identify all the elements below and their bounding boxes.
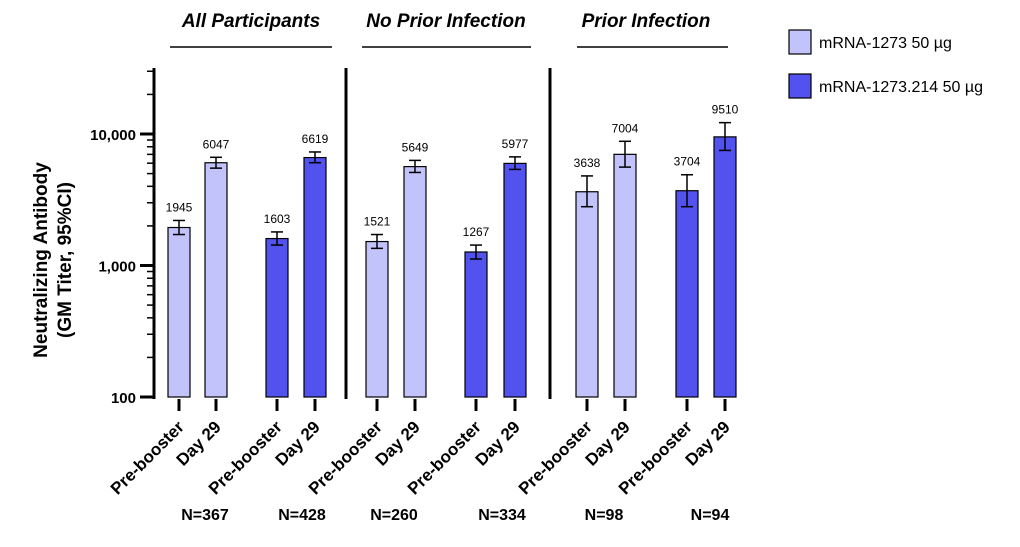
bar [365, 240, 389, 398]
data-label: 7004 [612, 121, 639, 135]
bar [464, 251, 488, 398]
group-title: Prior Infection [582, 11, 711, 32]
data-label: 5649 [402, 140, 429, 154]
legend: mRNA-1273 50 µg mRNA-1273.214 50 µg [788, 29, 983, 99]
bar [613, 153, 637, 398]
data-label: 5977 [502, 137, 529, 151]
bar [575, 191, 599, 398]
data-label: 3638 [574, 156, 601, 170]
y-tick-label: 10,000 [90, 127, 136, 144]
y-axis-title-line2: (GM Titer, 95%CI) [55, 182, 76, 338]
data-label: 1521 [364, 215, 391, 229]
data-label: 9510 [712, 103, 739, 117]
n-label: N=260 [370, 507, 418, 524]
group-title: No Prior Infection [366, 11, 525, 32]
data-label: 1267 [463, 225, 490, 239]
bar [303, 156, 327, 398]
bar [167, 226, 191, 398]
n-label: N=428 [278, 507, 326, 524]
y-axis-title-line1: Neutralizing Antibody [31, 162, 52, 358]
bar [204, 162, 228, 398]
group-title: All Participants [181, 11, 320, 32]
y-tick-label: 1,000 [98, 259, 136, 276]
group-1: No Prior Infection1521Pre-booster5649Day… [305, 11, 531, 524]
bar [713, 136, 737, 398]
data-label: 1603 [264, 212, 291, 226]
n-label: N=334 [478, 507, 526, 524]
n-label: N=94 [691, 507, 730, 524]
data-label: 3704 [674, 155, 701, 169]
legend-label: mRNA-1273.214 50 µg [819, 79, 983, 96]
data-label: 1945 [166, 200, 193, 214]
n-label: N=98 [585, 507, 624, 524]
group-dividers [344, 68, 552, 399]
bar [675, 190, 699, 398]
data-label: 6047 [203, 137, 230, 151]
legend-swatch [788, 73, 812, 99]
bar [403, 166, 427, 398]
bar [265, 237, 289, 398]
bar [503, 162, 527, 398]
y-axis-title: Neutralizing Antibody (GM Titer, 95%CI) [31, 162, 76, 358]
x-tick-label: Day 29 [472, 417, 524, 469]
y-tick-label: 100 [111, 390, 136, 407]
n-label: N=367 [181, 507, 229, 524]
data-label: 6619 [302, 132, 329, 146]
legend-label: mRNA-1273 50 µg [819, 35, 952, 52]
legend-swatch [788, 29, 812, 55]
y-axis: 100 1,000 10,000 [90, 68, 156, 407]
